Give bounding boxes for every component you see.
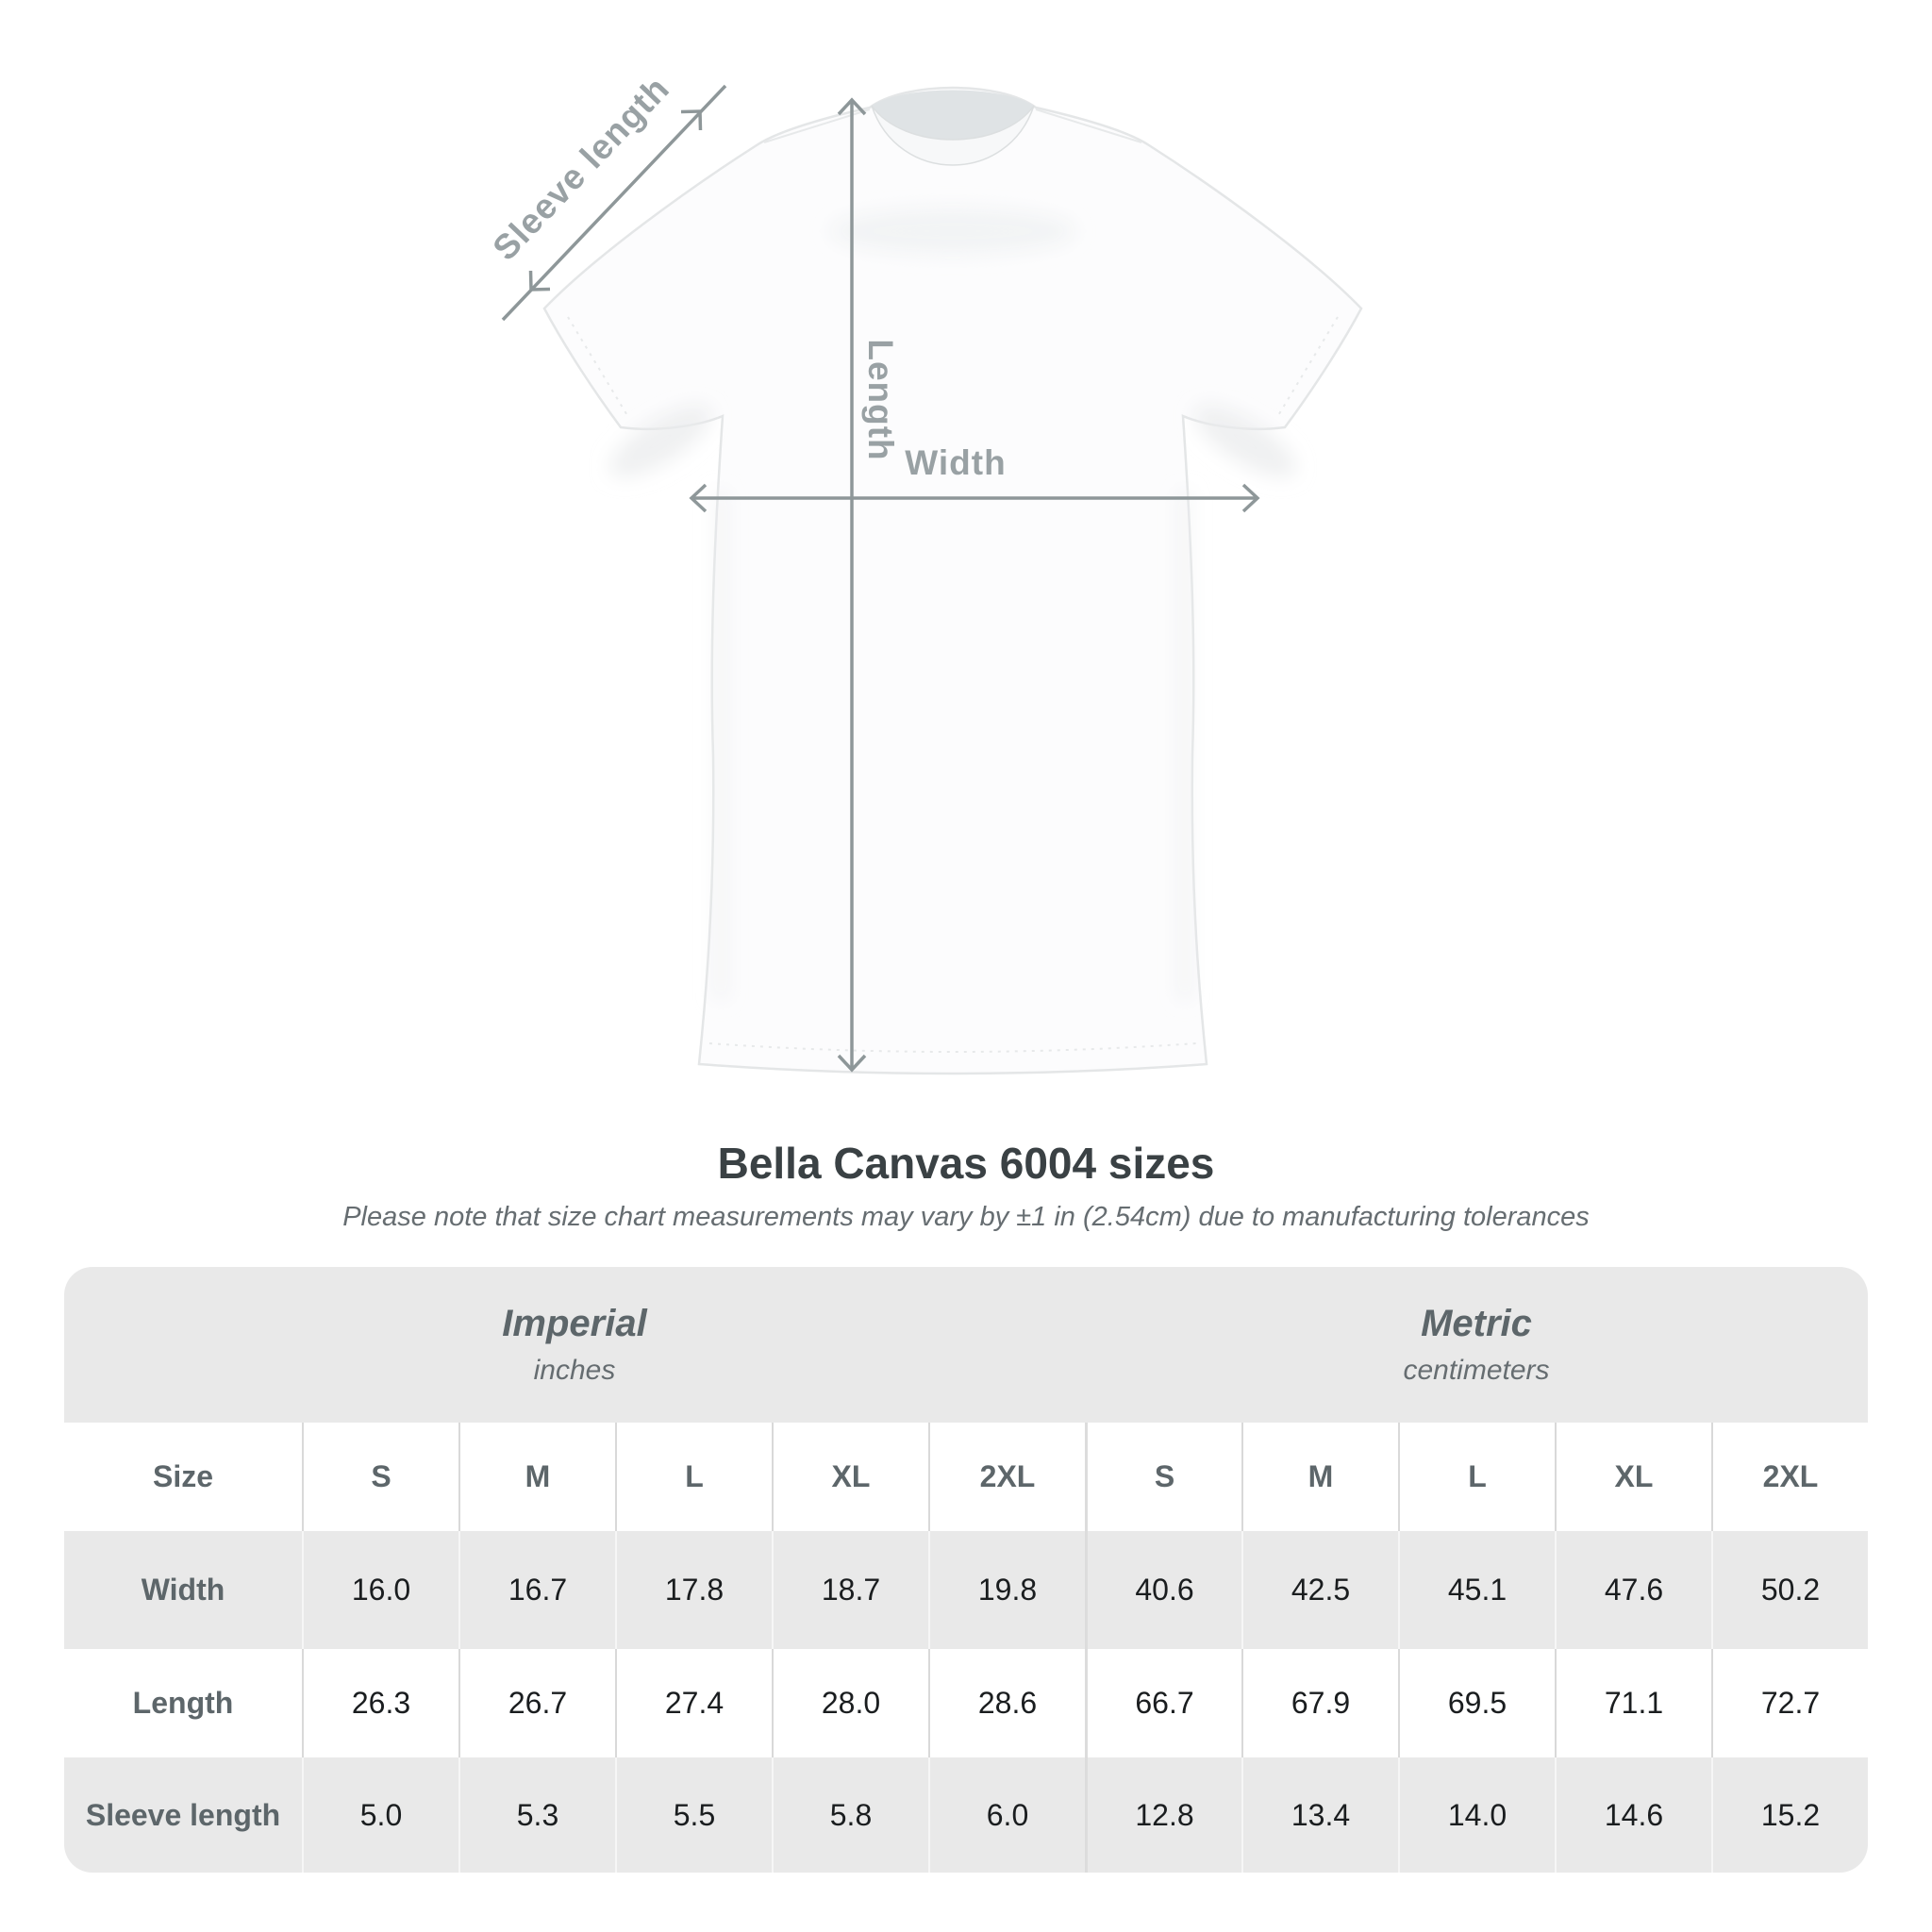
tshirt-diagram-svg: Sleeve length Length Width: [485, 69, 1363, 1075]
metric-label: Metric: [1421, 1303, 1532, 1344]
size-header-imperial-m: M: [458, 1423, 615, 1531]
value-cell: 50.2: [1711, 1531, 1868, 1649]
sleeve-length-arrow: [501, 84, 727, 322]
page-title: Bella Canvas 6004 sizes: [717, 1139, 1215, 1188]
row-label: Sleeve length: [85, 1797, 281, 1832]
size-table: Imperial inches Metric centimeters Size …: [64, 1267, 1868, 1873]
size-header-metric-m: M: [1241, 1423, 1398, 1531]
length-arrow: [837, 97, 867, 1073]
size-header-metric-l: L: [1398, 1423, 1555, 1531]
value-cell: 5.8: [772, 1757, 928, 1873]
size-column-header: Size: [152, 1459, 214, 1493]
value-cell: 47.6: [1555, 1531, 1711, 1649]
unit-group-imperial: Imperial inches: [64, 1267, 1085, 1423]
value-cell: 19.8: [928, 1531, 1085, 1649]
value-cell: 28.6: [928, 1649, 1085, 1757]
size-header-imperial-xl: XL: [772, 1423, 928, 1531]
size-header-metric-xl: XL: [1555, 1423, 1711, 1531]
size-header-row: Size S M L XL 2XL S M L XL 2XL: [64, 1423, 1868, 1531]
table-row-sleeve-length: Sleeve length 5.0 5.3 5.5 5.8 6.0 12.8 1…: [64, 1757, 1868, 1873]
size-header-imperial-s: S: [302, 1423, 458, 1531]
tolerance-note: Please note that size chart measurements…: [342, 1202, 1590, 1232]
tshirt-body: [542, 86, 1363, 1075]
size-header-metric-2xl: 2XL: [1711, 1423, 1868, 1531]
value-cell: 13.4: [1241, 1757, 1398, 1873]
value-cell: 40.6: [1085, 1531, 1241, 1649]
tshirt-shading: [609, 208, 1296, 1000]
value-cell: 14.0: [1398, 1757, 1555, 1873]
tshirt-size-diagram: Sleeve length Length Width: [485, 69, 1363, 1075]
length-label: Length: [861, 339, 900, 460]
imperial-unit: inches: [533, 1355, 616, 1386]
value-cell: 16.7: [458, 1531, 615, 1649]
value-cell: 5.3: [458, 1757, 615, 1873]
row-label: Length: [132, 1686, 234, 1720]
size-header-imperial-2xl: 2XL: [928, 1423, 1085, 1531]
tshirt-graphic: [542, 86, 1363, 1075]
value-cell: 12.8: [1085, 1757, 1241, 1873]
size-header-metric-s: S: [1085, 1423, 1241, 1531]
unit-group-band: Imperial inches Metric centimeters: [64, 1267, 1868, 1423]
value-cell: 6.0: [928, 1757, 1085, 1873]
size-header-imperial-l: L: [615, 1423, 772, 1531]
row-label: Width: [141, 1573, 225, 1607]
value-cell: 17.8: [615, 1531, 772, 1649]
value-cell: 18.7: [772, 1531, 928, 1649]
value-cell: 28.0: [772, 1649, 928, 1757]
imperial-label: Imperial: [502, 1303, 647, 1344]
value-cell: 27.4: [615, 1649, 772, 1757]
tshirt-collar-band: [871, 105, 1035, 166]
value-cell: 72.7: [1711, 1649, 1868, 1757]
value-cell: 16.0: [302, 1531, 458, 1649]
value-cell: 15.2: [1711, 1757, 1868, 1873]
metric-unit: centimeters: [1403, 1355, 1550, 1386]
value-cell: 71.1: [1555, 1649, 1711, 1757]
table-row-width: Width 16.0 16.7 17.8 18.7 19.8 40.6 42.5…: [64, 1531, 1868, 1649]
value-cell: 45.1: [1398, 1531, 1555, 1649]
value-cell: 66.7: [1085, 1649, 1241, 1757]
value-cell: 67.9: [1241, 1649, 1398, 1757]
value-cell: 5.5: [615, 1757, 772, 1873]
unit-group-metric: Metric centimeters: [1085, 1267, 1868, 1423]
value-cell: 14.6: [1555, 1757, 1711, 1873]
width-label: Width: [905, 443, 1006, 482]
table-row-length: Length 26.3 26.7 27.4 28.0 28.6 66.7 67.…: [64, 1649, 1868, 1757]
value-cell: 26.3: [302, 1649, 458, 1757]
tshirt-collar-opening: [872, 90, 1034, 147]
width-arrow: [689, 483, 1260, 513]
value-cell: 5.0: [302, 1757, 458, 1873]
value-cell: 69.5: [1398, 1649, 1555, 1757]
value-cell: 42.5: [1241, 1531, 1398, 1649]
value-cell: 26.7: [458, 1649, 615, 1757]
